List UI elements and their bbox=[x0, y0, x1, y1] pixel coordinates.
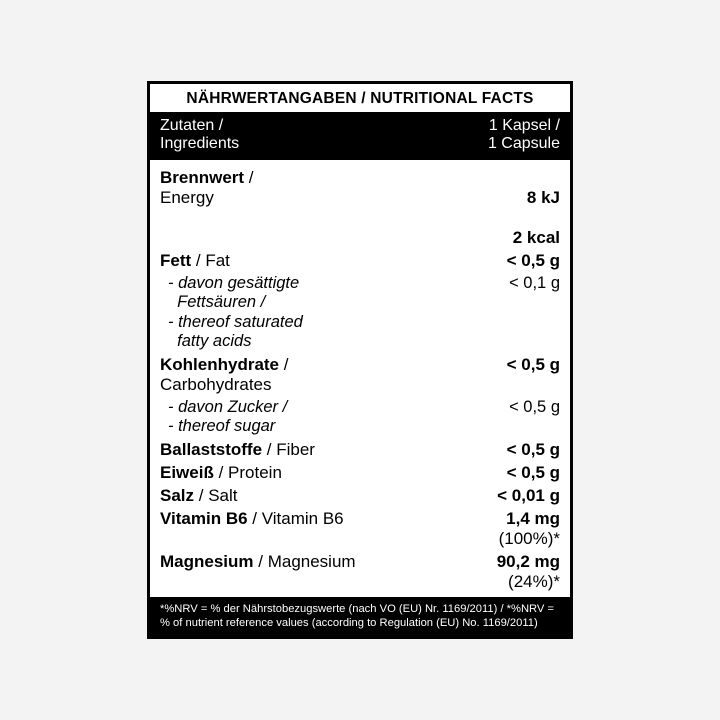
rows: Brennwert / Energy 8 kJ 2 kcal Fett / Fa… bbox=[150, 160, 570, 597]
row-vitb6: Vitamin B6 / Vitamin B6 1,4 mg(100%)* bbox=[160, 509, 560, 549]
header-right-1: 1 Kapsel / bbox=[488, 117, 560, 135]
header-bar: Zutaten / Ingredients 1 Kapsel / 1 Capsu… bbox=[150, 112, 570, 160]
panel-title: NÄHRWERTANGABEN / NUTRITIONAL FACTS bbox=[150, 84, 570, 112]
row-carbs: Kohlenhydrate / Carbohydrates < 0,5 g bbox=[160, 355, 560, 395]
row-fat: Fett / Fat < 0,5 g bbox=[160, 251, 560, 271]
row-fiber: Ballaststoffe / Fiber < 0,5 g bbox=[160, 440, 560, 460]
row-magnesium: Magnesium / Magnesium 90,2 mg(24%)* bbox=[160, 552, 560, 592]
row-energy: Brennwert / Energy 8 kJ 2 kcal bbox=[160, 168, 560, 248]
header-left-2: Ingredients bbox=[160, 135, 239, 153]
nutrition-facts-panel: NÄHRWERTANGABEN / NUTRITIONAL FACTS Zuta… bbox=[147, 81, 573, 639]
header-left-1: Zutaten / bbox=[160, 117, 239, 135]
row-sugar: - davon Zucker / - thereof sugar < 0,5 g bbox=[160, 398, 560, 437]
header-right-2: 1 Capsule bbox=[488, 135, 560, 153]
row-salt: Salz / Salt < 0,01 g bbox=[160, 486, 560, 506]
footer-note: *%NRV = % der Nährstobezugswerte (nach V… bbox=[150, 597, 570, 636]
row-satfat: - davon gesättigte Fettsäuren / - thereo… bbox=[160, 274, 560, 352]
row-protein: Eiweiß / Protein < 0,5 g bbox=[160, 463, 560, 483]
